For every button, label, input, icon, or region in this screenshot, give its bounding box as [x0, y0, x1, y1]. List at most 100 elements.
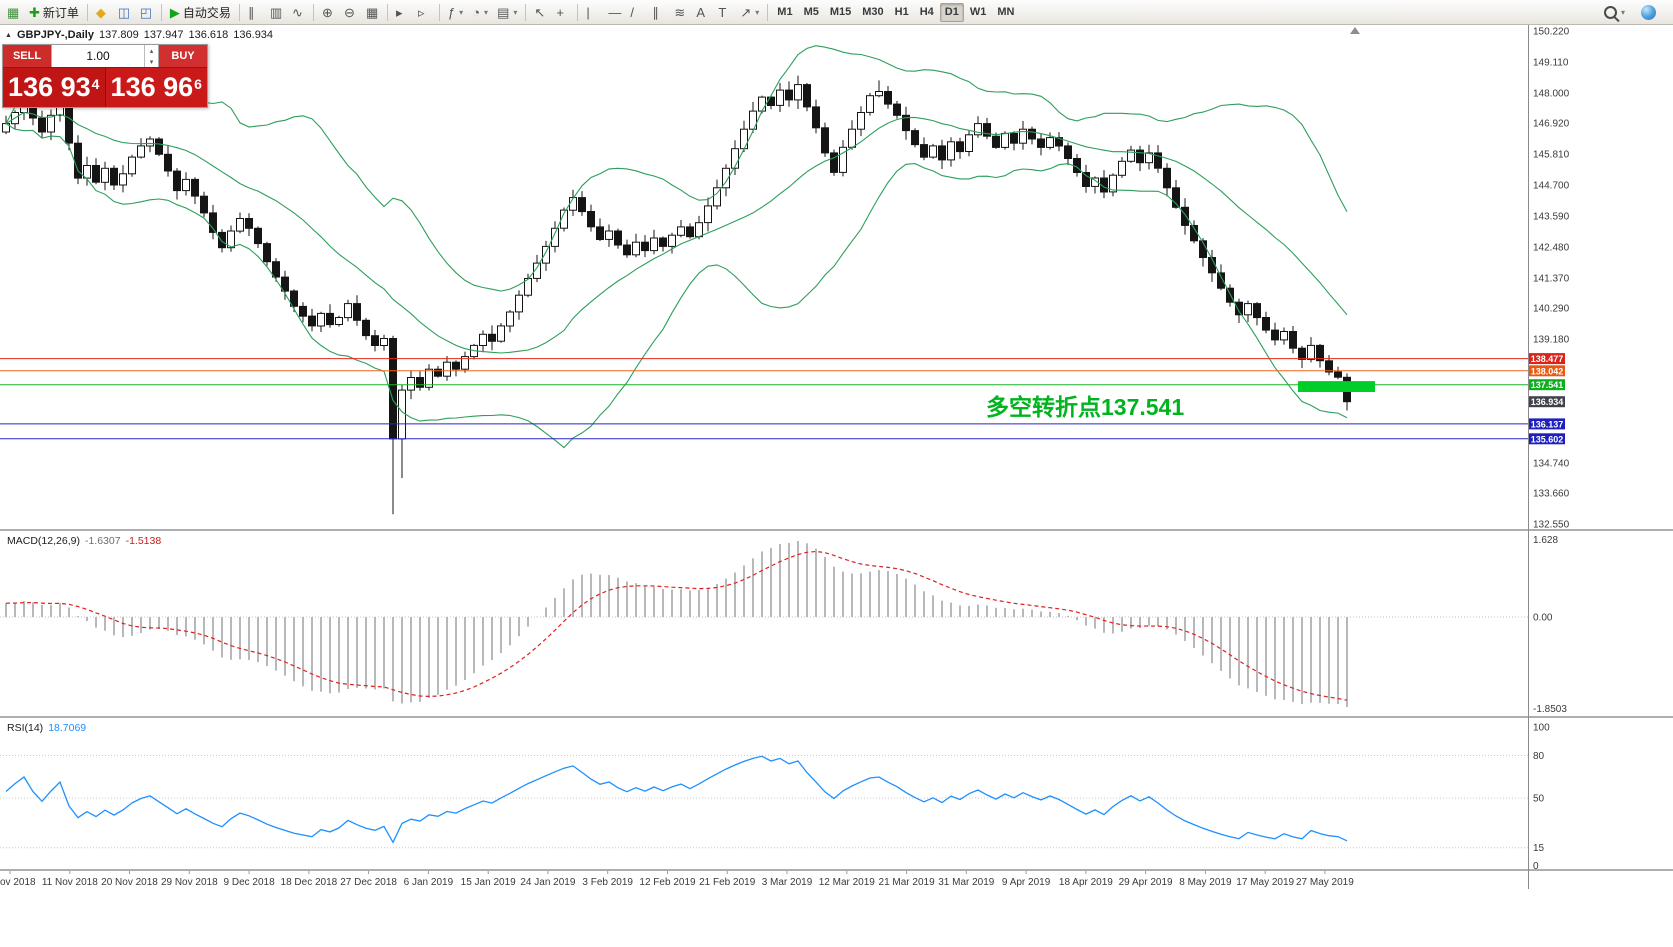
- macd-histogram: [5, 541, 1348, 707]
- price-axis-label: 139.180: [1533, 335, 1570, 346]
- toolbar-separator: [525, 3, 527, 21]
- date-label: 20 Nov 2018: [101, 877, 158, 888]
- buy-price[interactable]: 136 96 6: [105, 68, 207, 107]
- horizontal-line-icon: —: [608, 4, 622, 20]
- buy-button[interactable]: BUY: [159, 45, 207, 67]
- candle: [785, 81, 793, 107]
- ohlc-high: 137.947: [143, 29, 184, 41]
- timeframe-M1[interactable]: M1: [772, 3, 797, 22]
- horizontal-line-button[interactable]: —: [604, 2, 625, 23]
- trendline-icon: /: [630, 4, 634, 20]
- auto-scroll-button[interactable]: ▸: [392, 2, 413, 23]
- caret-down-icon: ▾: [1620, 7, 1625, 17]
- rsi-dates-divider[interactable]: [0, 869, 1673, 871]
- profiles-button[interactable]: ◆: [92, 2, 113, 23]
- label-tool-button[interactable]: T: [714, 2, 735, 23]
- new-order-button[interactable]: ✚ 新订单: [25, 2, 83, 23]
- timeframe-W1[interactable]: W1: [965, 3, 992, 22]
- trendline-button[interactable]: /: [626, 2, 647, 23]
- candle: [1316, 343, 1324, 368]
- bar-chart-mode-button[interactable]: ∥: [244, 2, 265, 23]
- equidistant-channel-button[interactable]: ∥: [648, 2, 669, 23]
- search-button[interactable]: ▾: [1600, 2, 1629, 23]
- new-chart-button[interactable]: ▦: [3, 2, 24, 23]
- timeframe-D1[interactable]: D1: [939, 2, 964, 22]
- stepper-down-icon[interactable]: ▾: [149, 58, 154, 66]
- timeframe-M5[interactable]: M5: [799, 3, 824, 22]
- timeframe-M30[interactable]: M30: [857, 3, 888, 22]
- timeframe-MN[interactable]: MN: [992, 3, 1019, 22]
- bollinger-lower-band[interactable]: [5, 123, 1348, 449]
- community-button[interactable]: [1637, 2, 1660, 23]
- rsi-header: RSI(14) 18.7069: [7, 722, 86, 734]
- volume-stepper[interactable]: ▴ ▾: [144, 45, 158, 67]
- text-tool-icon: A: [696, 4, 706, 20]
- price-axis-label: 146.920: [1533, 119, 1570, 130]
- candle: [965, 130, 973, 157]
- chart-shift-marker[interactable]: [1350, 27, 1360, 34]
- cursor-button[interactable]: ↖: [530, 2, 551, 23]
- price-badge-label: 138.042: [1531, 366, 1564, 376]
- rsi-scale-label: 0: [1533, 861, 1539, 871]
- candle: [101, 161, 109, 191]
- candle: [1082, 164, 1090, 193]
- crosshair-button[interactable]: +: [552, 2, 573, 23]
- line-chart-mode-button[interactable]: ∿: [288, 2, 309, 23]
- candle: [299, 302, 307, 323]
- bollinger-upper-band[interactable]: [5, 45, 1348, 292]
- timeframe-H1[interactable]: H1: [890, 3, 914, 22]
- rsi-panel[interactable]: 100 80 50 15 0: [0, 718, 1673, 871]
- macd-scale-label: 0.00: [1533, 613, 1553, 624]
- candle: [749, 101, 757, 133]
- market-watch-icon: ◫: [117, 4, 131, 20]
- sell-button[interactable]: SELL: [3, 45, 51, 67]
- sell-price-pip: 4: [91, 75, 100, 92]
- date-label: 12 Mar 2019: [819, 877, 876, 888]
- new-chart-icon: ▦: [7, 4, 20, 20]
- periods-button[interactable]: ◔ ▾: [468, 2, 492, 23]
- candle: [956, 137, 964, 159]
- highlight-rectangle[interactable]: [1298, 381, 1375, 392]
- candle: [506, 310, 514, 333]
- candlestick-mode-button[interactable]: ▥: [266, 2, 287, 23]
- navigator-button[interactable]: ◰: [136, 2, 157, 23]
- toolbar-separator: [577, 3, 579, 21]
- zoom-out-button[interactable]: ⊖: [340, 2, 361, 23]
- candle: [1010, 131, 1018, 151]
- main-macd-divider[interactable]: [0, 529, 1673, 531]
- candle: [1109, 173, 1117, 197]
- macd-value: -1.6307: [84, 535, 121, 547]
- candle: [830, 149, 838, 176]
- timeframe-H4[interactable]: H4: [915, 3, 939, 22]
- candle: [686, 223, 694, 239]
- candle: [524, 273, 532, 298]
- date-label: 8 May 2019: [1179, 877, 1232, 888]
- candle: [191, 177, 199, 205]
- market-watch-button[interactable]: ◫: [114, 2, 135, 23]
- stepper-up-icon[interactable]: ▴: [149, 47, 154, 55]
- tile-windows-button[interactable]: ▦: [362, 2, 383, 23]
- main-chart[interactable]: 150.220 149.110 148.000 146.920 145.810 144.7…: [0, 25, 1673, 531]
- text-tool-button[interactable]: A: [692, 2, 713, 23]
- autotrading-button[interactable]: ▶ 自动交易: [166, 2, 235, 23]
- volume-field[interactable]: 1.00 ▴ ▾: [51, 45, 159, 67]
- fibonacci-button[interactable]: ≋: [670, 2, 691, 23]
- candle: [578, 191, 586, 216]
- candle: [1289, 326, 1297, 354]
- arrows-tool-button[interactable]: ↗ ▾: [736, 2, 763, 23]
- zoom-in-button[interactable]: ⊕: [318, 2, 339, 23]
- templates-button[interactable]: ▤ ▾: [493, 2, 521, 23]
- vertical-line-button[interactable]: |: [582, 2, 603, 23]
- candle: [731, 140, 739, 175]
- sell-price[interactable]: 136 93 4: [3, 68, 106, 107]
- bollinger-middle-band[interactable]: [5, 111, 1348, 354]
- macd-panel[interactable]: 1.628 0.00 -1.8503: [0, 531, 1673, 718]
- candle: [632, 233, 640, 258]
- chart-shift-button[interactable]: ▹: [414, 2, 435, 23]
- toolbar-separator: [438, 3, 440, 21]
- price-axis-separator: [1528, 25, 1529, 889]
- timeframe-M15[interactable]: M15: [825, 3, 856, 22]
- macd-rsi-divider[interactable]: [0, 716, 1673, 718]
- rsi-line: [5, 755, 1348, 844]
- indicators-button[interactable]: ƒ ▾: [444, 2, 467, 23]
